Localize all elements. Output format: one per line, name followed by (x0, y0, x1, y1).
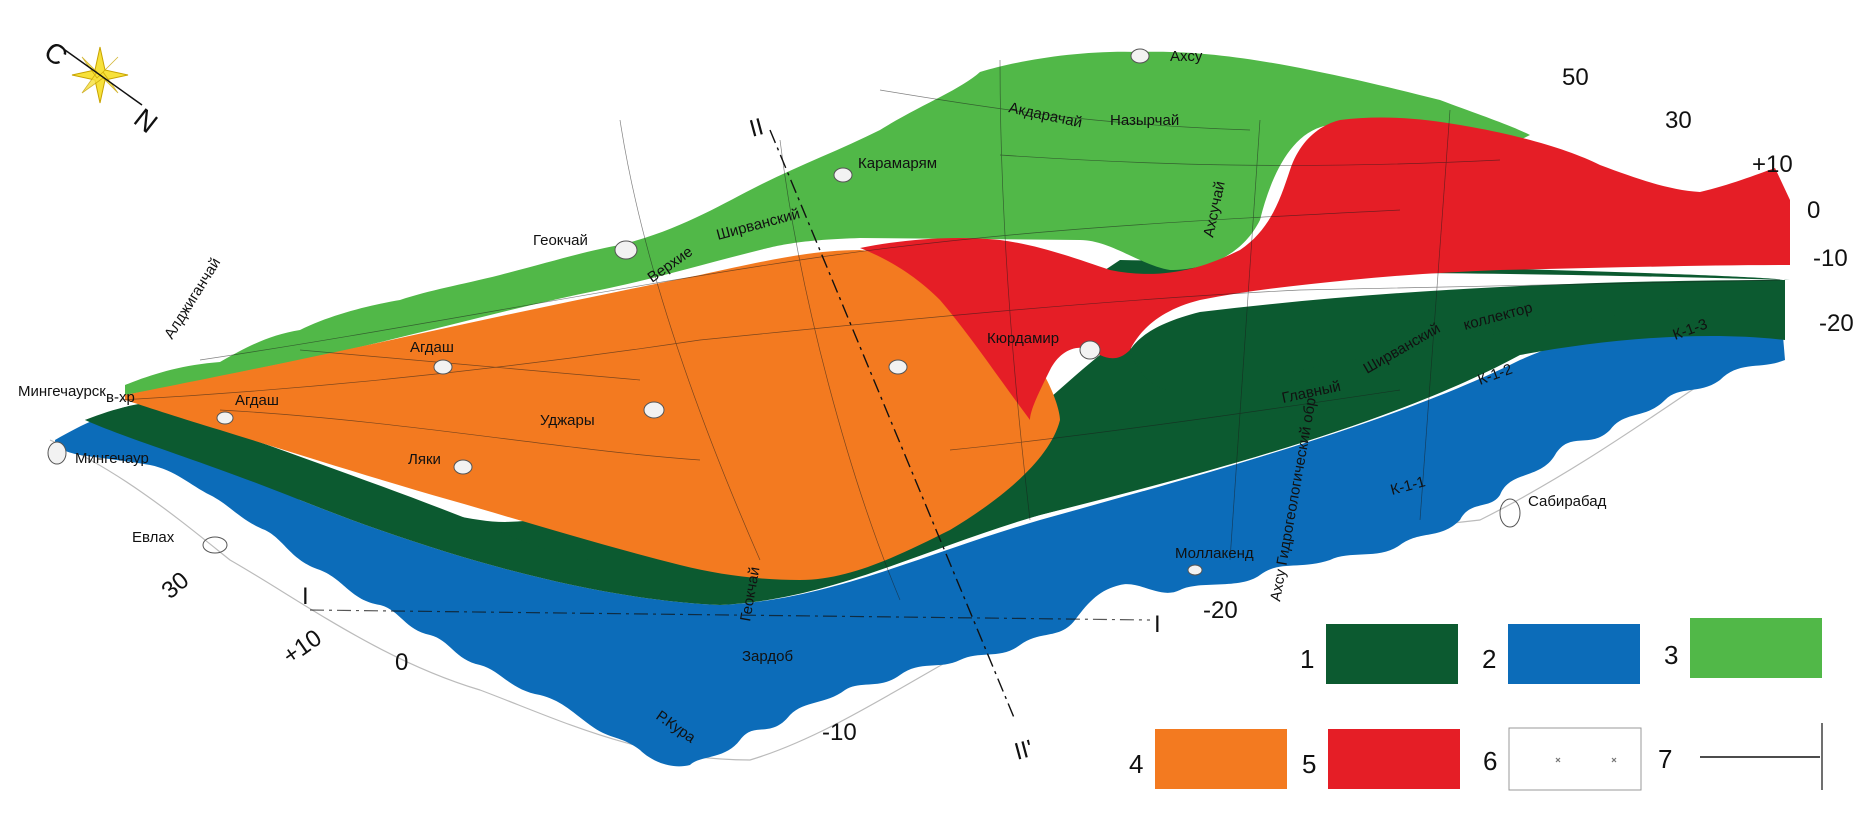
section-i-left: I (302, 583, 309, 610)
town-marker-ujary (643, 401, 665, 419)
label-agdash-north: Агдаш (410, 339, 454, 356)
label-mingechaursk: Мингечаурск (18, 383, 106, 400)
label-vkhr: в-хр (106, 389, 135, 406)
label-geokchay: Геокчай (533, 232, 588, 249)
contour-m10-e: -10 (1813, 245, 1848, 272)
zone-2-area (55, 300, 1785, 767)
zone-1-band-east (1130, 280, 1785, 392)
contour-30-sw: 30 (157, 567, 195, 605)
town-marker-agdash-s (216, 411, 234, 425)
zone-1-band (85, 282, 1785, 605)
town-marker-mollakend (1187, 564, 1203, 576)
contour-0-sw: 0 (395, 649, 408, 676)
contour-10p-sw: +10 (278, 624, 327, 669)
town-marker-geokchay (614, 240, 638, 260)
label-sabirabad: Сабирабад (1528, 493, 1607, 510)
legend-num-1: 1 (1300, 644, 1314, 674)
contour-m10-s: -10 (822, 719, 857, 746)
compass-rose-icon (57, 44, 143, 106)
contour-0-e: 0 (1807, 197, 1820, 224)
label-mollakend: Моллакенд (1175, 545, 1254, 562)
legend-swatch-4 (1155, 729, 1287, 789)
compass-north-letter: N (128, 102, 163, 139)
compass-south-letter: C (38, 35, 73, 72)
contour-m20-s: -20 (1203, 597, 1238, 624)
section-line-i (309, 609, 1151, 621)
contour-10p-ne: +10 (1752, 151, 1793, 178)
legend-num-6: 6 (1483, 746, 1497, 776)
legend-num-4: 4 (1129, 749, 1143, 779)
label-akhsu: Ахсу (1170, 48, 1203, 65)
legend: 1 2 3 4 5 6 7 (1129, 618, 1823, 791)
legend-swatch-6 (1508, 727, 1642, 791)
label-ujary: Уджары (540, 412, 595, 429)
town-marker-agdash-n (433, 359, 453, 375)
town-markers (47, 48, 1521, 576)
legend-swatch-2 (1508, 624, 1640, 684)
legend-num-2: 2 (1482, 644, 1496, 674)
label-aldzhiganchay: Алджиганчай (161, 255, 224, 342)
contour-m20-e: -20 (1819, 310, 1854, 337)
legend-swatch-3 (1690, 618, 1822, 678)
label-lyaki: Ляки (408, 451, 441, 468)
legend-num-3: 3 (1664, 640, 1678, 670)
contour-30-ne: 30 (1665, 107, 1692, 134)
town-marker-lyaki (453, 459, 473, 475)
town-marker-mingechaur (47, 441, 67, 465)
label-zardob: Зардоб (742, 648, 793, 665)
town-marker-akhsu (1130, 48, 1150, 64)
label-nazyrchay: Назырчай (1110, 112, 1179, 129)
zone-3-area (125, 51, 1530, 395)
zone-4-area (125, 250, 1060, 580)
section-line-ii (769, 129, 1016, 721)
legend-num-5: 5 (1302, 749, 1316, 779)
relief-outline (49, 339, 1771, 761)
legend-swatch-5 (1328, 729, 1460, 789)
drainage-lines (119, 59, 1781, 601)
town-marker-sabirabad (1499, 498, 1521, 528)
label-evlakh: Евлах (132, 529, 175, 546)
legend-num-7: 7 (1658, 744, 1672, 774)
town-marker-kurdamir (1079, 340, 1101, 360)
label-mingechaur: Мингечаур (75, 450, 149, 467)
section-ii-bottom: II' (1012, 735, 1036, 766)
section-ii-top: II (747, 113, 767, 143)
legend-swatch-1 (1326, 624, 1458, 684)
contour-50: 50 (1562, 64, 1589, 91)
town-marker-mid (888, 359, 908, 375)
town-marker-karamaryam (833, 167, 853, 183)
label-karamaryam: Карамарям (858, 155, 937, 172)
section-i-right: I (1154, 611, 1161, 638)
x-dots-symbol (1555, 757, 1617, 763)
town-marker-evlakh (202, 536, 228, 554)
label-kurdamir: Кюрдамир (987, 330, 1059, 347)
label-agdash-south: Агдаш (235, 392, 279, 409)
